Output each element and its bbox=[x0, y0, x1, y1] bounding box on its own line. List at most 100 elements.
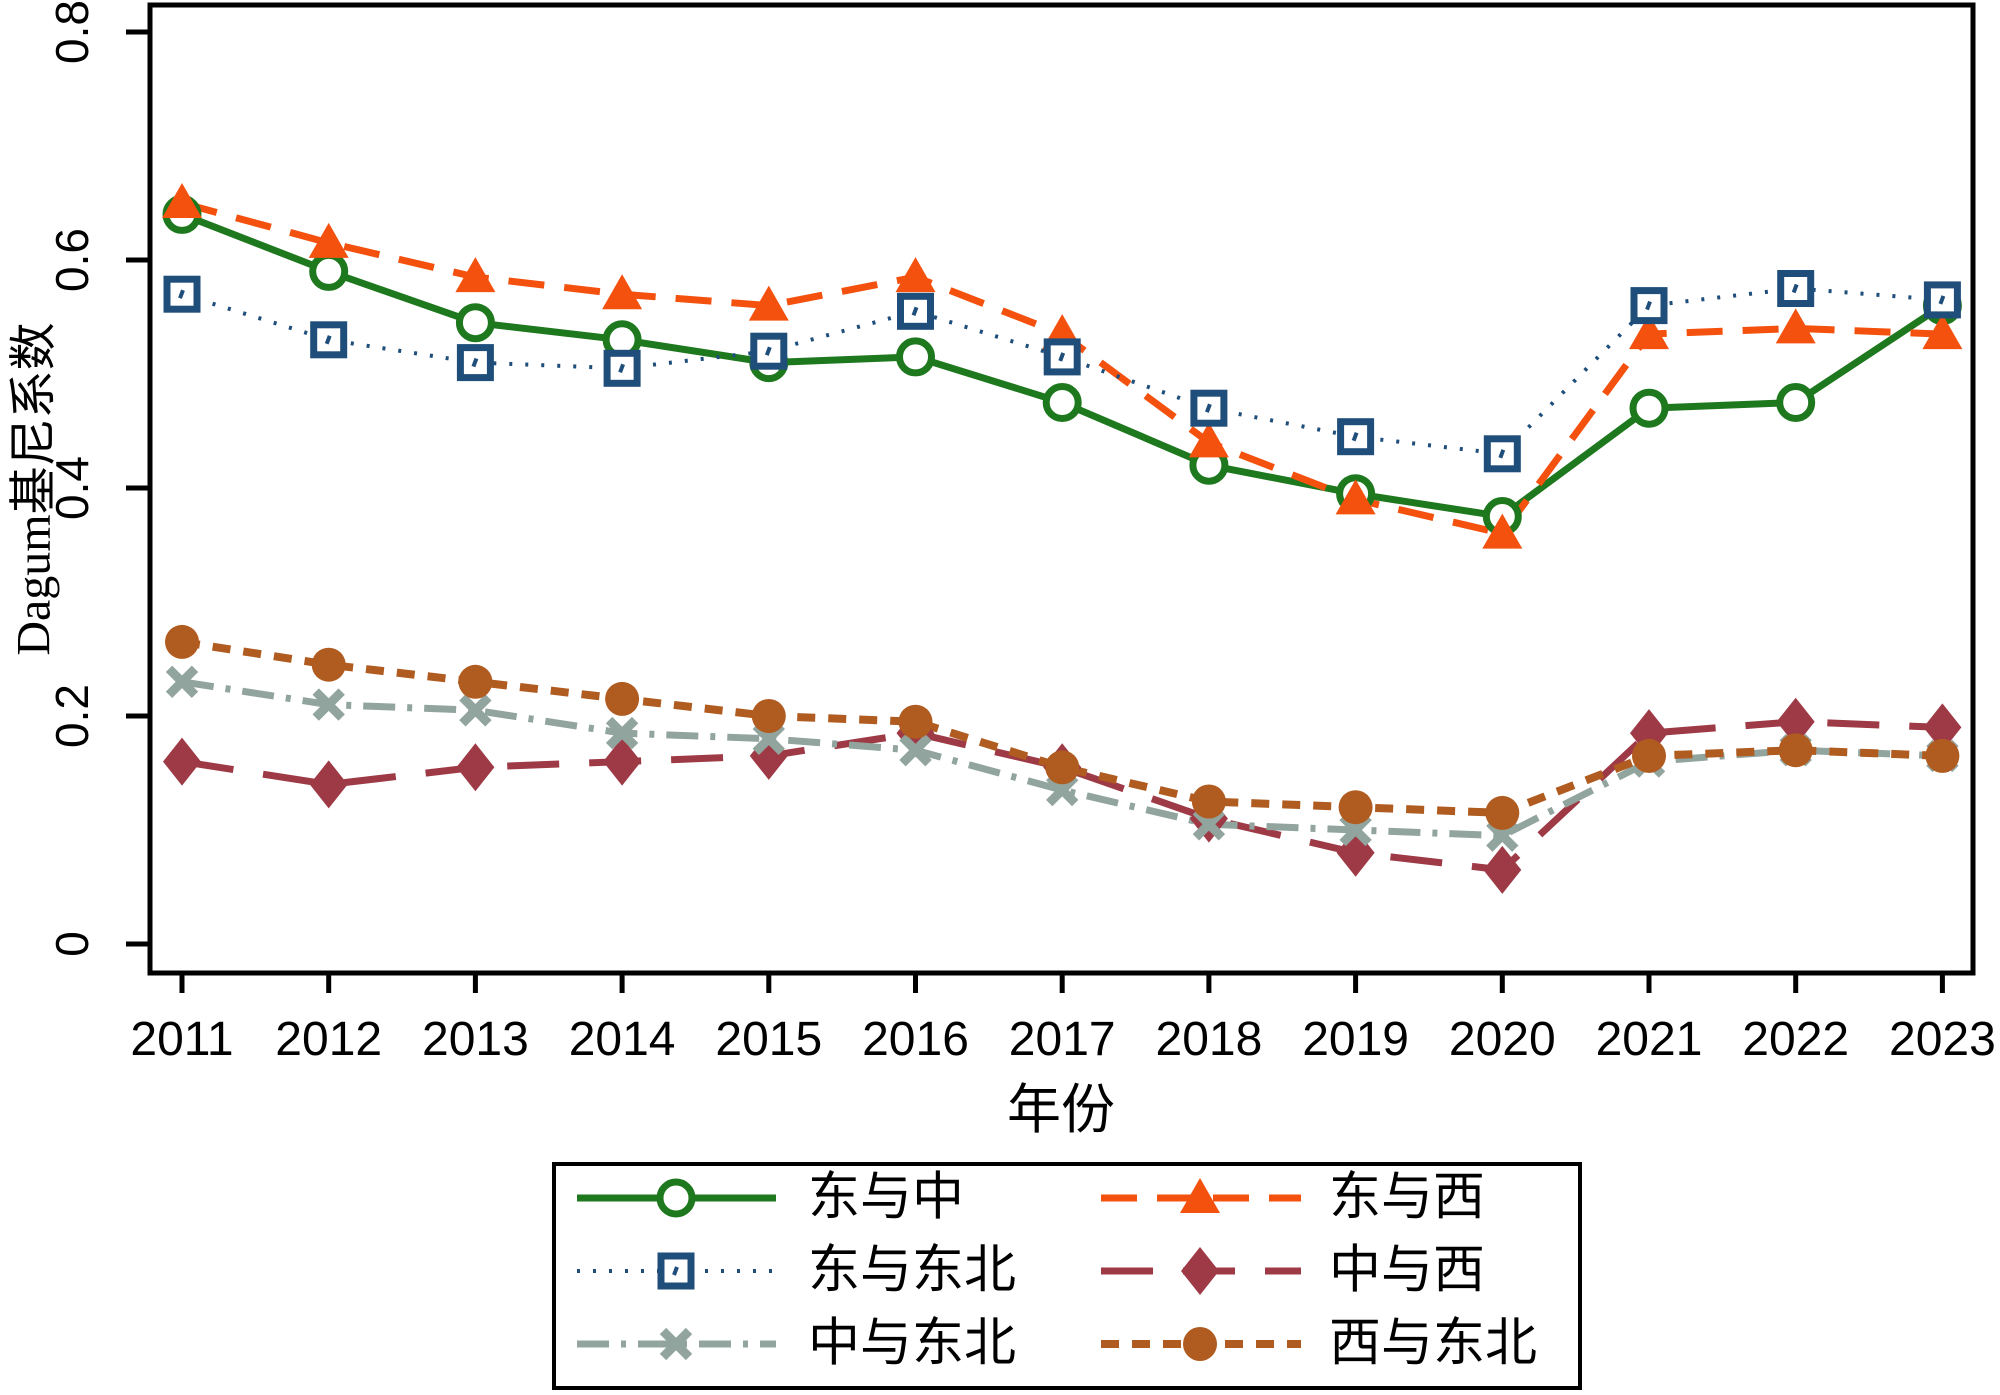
diamond-marker-icon bbox=[456, 743, 495, 792]
x-tick-label-2011: 2011 bbox=[130, 1013, 233, 1066]
square-inner-dot bbox=[764, 346, 772, 356]
x-marker-icon bbox=[605, 716, 639, 750]
x-marker-icon bbox=[165, 665, 199, 698]
filled-circle-marker-icon bbox=[1778, 733, 1813, 768]
square-inner-dot bbox=[1791, 283, 1799, 294]
x-tick-label-2012: 2012 bbox=[275, 1013, 382, 1066]
triangle-marker-icon bbox=[162, 183, 202, 218]
triangle-marker-icon bbox=[1335, 479, 1376, 515]
marker-west-northeast-2011 bbox=[165, 624, 199, 659]
legend-label-west-northeast: 西与东北 bbox=[1329, 1316, 1537, 1373]
open-circle-marker-icon bbox=[656, 1178, 696, 1218]
marker-east-northeast-2023 bbox=[1923, 281, 1961, 319]
triangle-marker-icon bbox=[308, 222, 349, 258]
marker-west-northeast-2014 bbox=[605, 681, 640, 716]
marker-east-west-2014 bbox=[602, 274, 643, 310]
x-tick-label-2020: 2020 bbox=[1449, 1013, 1556, 1066]
open-circle-marker-icon bbox=[455, 303, 495, 343]
marker-central-west-2023 bbox=[1923, 703, 1962, 752]
x-marker-icon bbox=[312, 688, 345, 721]
x-tick-label-2014: 2014 bbox=[569, 1013, 676, 1066]
marker-central-northeast-2014 bbox=[605, 716, 639, 750]
x-tick-label-2023: 2023 bbox=[1889, 1013, 1996, 1066]
legend-marker-east-west bbox=[1180, 1178, 1220, 1213]
square-inner-dot bbox=[324, 335, 332, 345]
marker-east-central-2017 bbox=[1042, 383, 1082, 422]
marker-west-northeast-2016 bbox=[898, 704, 933, 739]
diamond-marker-icon bbox=[309, 760, 348, 809]
marker-central-west-2013 bbox=[456, 743, 495, 792]
filled-circle-marker-icon bbox=[898, 704, 933, 739]
marker-east-northeast-2013 bbox=[456, 344, 494, 382]
square-inner-dot bbox=[1498, 449, 1506, 459]
open-square-marker-icon bbox=[1190, 389, 1228, 427]
marker-central-west-2011 bbox=[163, 737, 201, 786]
open-circle-marker-icon bbox=[896, 337, 935, 377]
filled-circle-marker-icon bbox=[1925, 738, 1960, 773]
marker-central-west-2012 bbox=[309, 760, 348, 809]
x-tick-label-2019: 2019 bbox=[1302, 1013, 1409, 1066]
marker-central-west-2022 bbox=[1776, 697, 1815, 746]
x-tick-label-2013: 2013 bbox=[422, 1013, 529, 1066]
diamond-marker-icon bbox=[1923, 703, 1962, 752]
triangle-marker-icon bbox=[748, 285, 789, 321]
marker-west-northeast-2018 bbox=[1191, 784, 1226, 819]
marker-west-northeast-2020 bbox=[1485, 795, 1520, 830]
triangle-marker-icon bbox=[1629, 314, 1669, 350]
triangle-marker-icon bbox=[455, 257, 496, 293]
marker-east-central-2013 bbox=[455, 303, 495, 343]
marker-east-northeast-2012 bbox=[310, 321, 348, 359]
marker-east-west-2016 bbox=[895, 257, 936, 293]
square-inner-dot bbox=[1205, 403, 1212, 413]
x-marker-icon bbox=[899, 734, 932, 767]
marker-east-northeast-2016 bbox=[897, 292, 934, 330]
marker-west-northeast-2013 bbox=[458, 664, 493, 699]
diamond-marker-icon bbox=[1181, 1247, 1219, 1295]
marker-west-northeast-2021 bbox=[1632, 738, 1666, 773]
marker-west-northeast-2022 bbox=[1778, 733, 1813, 768]
open-circle-marker-icon bbox=[1629, 388, 1669, 428]
plot-border bbox=[147, 2, 1976, 976]
legend-label-central-northeast: 中与东北 bbox=[808, 1316, 1016, 1373]
legend-item-east-northeast: 东与东北 bbox=[577, 1243, 1016, 1300]
triangle-marker-icon bbox=[602, 274, 643, 310]
x-axis-title: 年份 bbox=[1007, 1080, 1115, 1140]
open-circle-marker-icon bbox=[1042, 383, 1082, 422]
legend-marker-east-central bbox=[656, 1178, 696, 1218]
filled-circle-marker-icon bbox=[165, 624, 199, 659]
triangle-marker-icon bbox=[1482, 513, 1523, 549]
legend-label-central-west: 中与西 bbox=[1329, 1243, 1485, 1300]
x-tick-label-2018: 2018 bbox=[1156, 1013, 1263, 1066]
marker-east-west-2019 bbox=[1335, 479, 1376, 515]
marker-east-northeast-2018 bbox=[1190, 389, 1228, 427]
y-axis: 0 0.2 0.4 0.6 0.8 Dagum基尼系数 bbox=[8, 0, 150, 957]
marker-east-northeast-2022 bbox=[1777, 270, 1815, 307]
diamond-marker-icon bbox=[1483, 845, 1522, 894]
marker-central-northeast-2016 bbox=[899, 734, 932, 767]
legend-item-east-west: 东与西 bbox=[1101, 1170, 1485, 1227]
series-markers-east-west bbox=[162, 183, 1963, 549]
series-markers-west-northeast bbox=[165, 624, 1960, 830]
legend-label-east-west: 东与西 bbox=[1329, 1170, 1485, 1227]
square-inner-dot bbox=[1938, 295, 1946, 305]
marker-east-central-2016 bbox=[896, 337, 935, 377]
filled-circle-marker-icon bbox=[1632, 738, 1666, 773]
open-square-marker-icon bbox=[897, 292, 934, 330]
series-markers-east-northeast bbox=[163, 270, 1961, 473]
marker-east-west-2022 bbox=[1775, 308, 1816, 344]
open-square-marker-icon bbox=[456, 344, 494, 382]
marker-east-northeast-2021 bbox=[1630, 287, 1668, 325]
marker-central-northeast-2013 bbox=[459, 694, 492, 727]
legend-label-east-northeast: 东与东北 bbox=[808, 1243, 1016, 1300]
x-axis: 2011 2012 2013 2014 2015 2016 2017 2018 2019 2020… bbox=[130, 973, 1996, 1140]
open-circle-marker-icon bbox=[1776, 383, 1816, 422]
legend-marker-east-northeast bbox=[657, 1252, 695, 1290]
legend-marker-central-northeast bbox=[659, 1327, 693, 1361]
x-tick-label-2017: 2017 bbox=[1009, 1013, 1116, 1066]
square-inner-dot bbox=[618, 363, 625, 374]
y-tick-label-0.8: 0.8 bbox=[46, 0, 98, 64]
triangle-marker-icon bbox=[1188, 422, 1229, 458]
triangle-marker-icon bbox=[895, 257, 936, 293]
